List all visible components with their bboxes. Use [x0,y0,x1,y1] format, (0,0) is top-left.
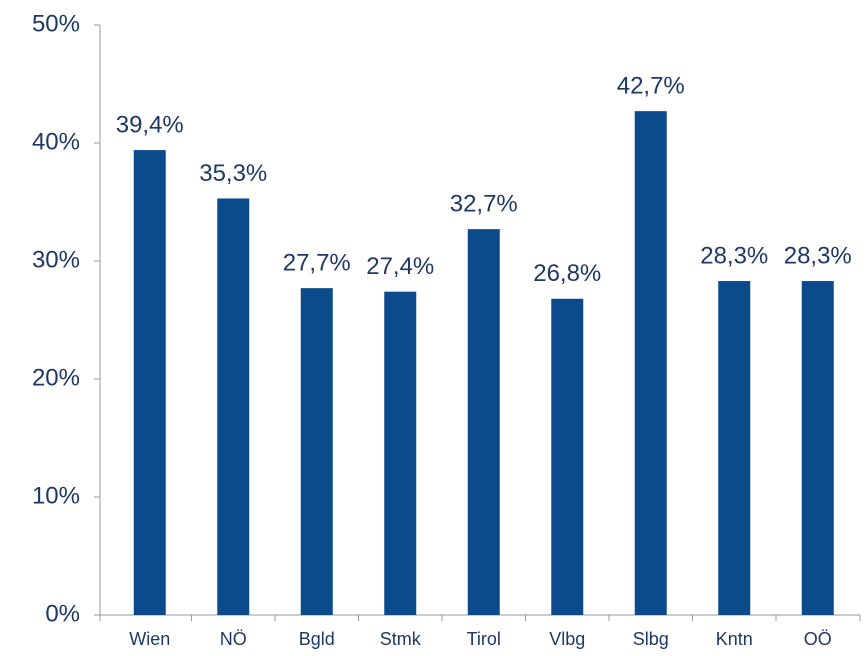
x-tick-label: Bgld [299,629,335,649]
y-tick-label: 30% [32,246,80,273]
x-tick-label: Slbg [633,629,669,649]
y-tick-label: 20% [32,364,80,391]
y-tick-label: 50% [32,10,80,37]
value-label: 28,3% [784,242,852,269]
bar [467,229,500,615]
x-tick-label: Wien [129,629,170,649]
bar [217,198,250,615]
value-label: 35,3% [199,160,267,187]
y-tick-label: 10% [32,482,80,509]
bar [300,288,333,615]
x-tick-label: Stmk [380,629,422,649]
bar [133,150,166,615]
bar [551,298,584,615]
bar [718,281,751,615]
value-label: 32,7% [450,190,518,217]
x-tick-label: NÖ [220,629,247,649]
value-label: 28,3% [700,242,768,269]
bar [384,291,417,615]
x-tick-label: OÖ [804,629,832,649]
value-label: 26,8% [533,260,601,287]
y-tick-label: 40% [32,128,80,155]
x-tick-label: Kntn [716,629,753,649]
value-label: 39,4% [116,111,184,138]
bar [801,281,834,615]
x-tick-label: Vlbg [549,629,585,649]
value-label: 27,7% [283,249,351,276]
x-tick-label: Tirol [467,629,501,649]
value-label: 42,7% [617,72,685,99]
y-tick-label: 0% [45,600,80,627]
value-label: 27,4% [366,253,434,280]
bar [634,111,667,615]
